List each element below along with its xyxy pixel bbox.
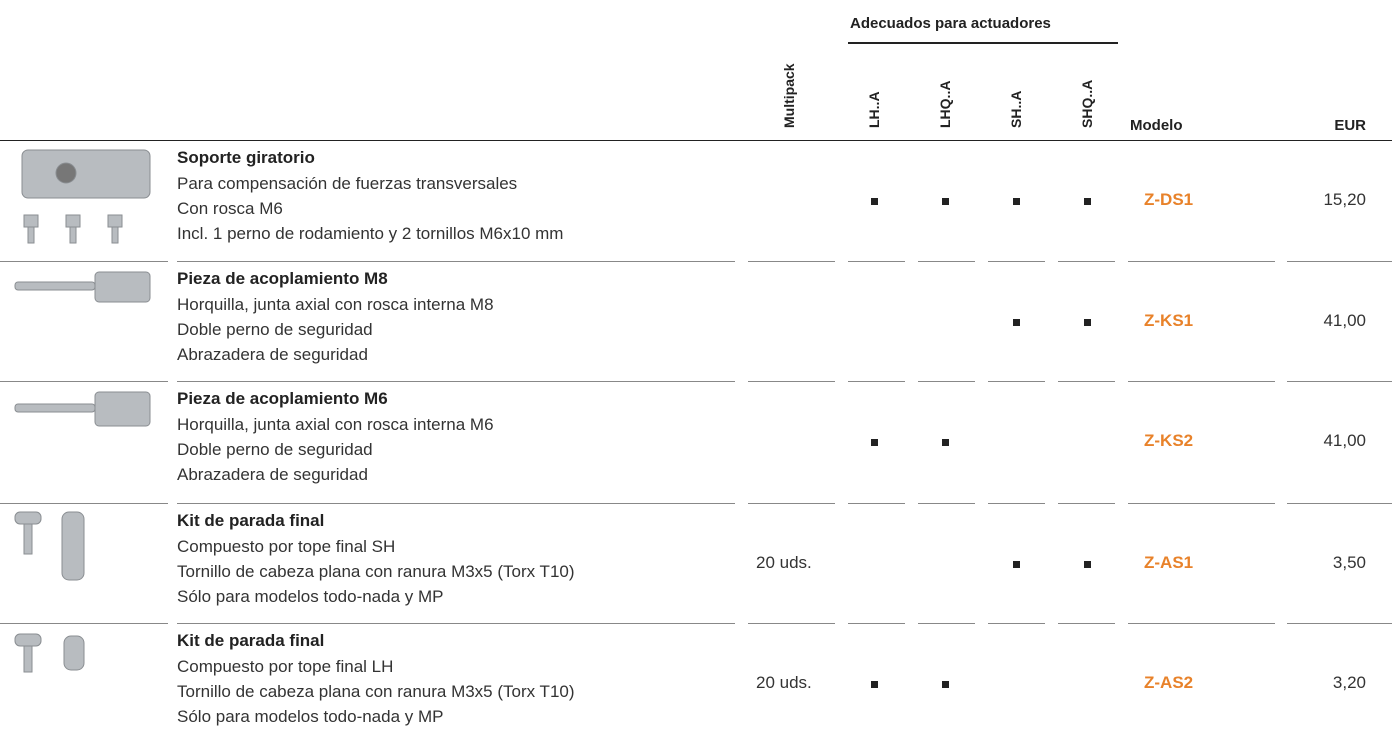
row-separator [1128, 623, 1275, 624]
row-separator [748, 503, 835, 504]
item-line: Tornillo de cabeza plana con ranura M3x5… [177, 562, 575, 581]
item-line: Horquilla, junta axial con rosca interna… [177, 295, 494, 314]
model: Z-KS1 [1144, 311, 1194, 330]
model: Z-AS1 [1144, 553, 1194, 572]
item-line: Compuesto por tope final LH [177, 657, 394, 676]
item-title: Kit de parada final [177, 631, 325, 650]
model: Z-DS1 [1144, 190, 1194, 209]
item-line: Sólo para modelos todo-nada y MP [177, 587, 444, 606]
model: Z-KS2 [1144, 431, 1194, 450]
row-separator [1128, 381, 1275, 382]
row-separator [177, 623, 735, 624]
row-separator [1058, 381, 1115, 382]
row-separator [177, 261, 735, 262]
multipack: 20 uds. [756, 553, 812, 572]
row-separator [0, 623, 168, 624]
header-rule [0, 140, 1392, 141]
column-header: Multipack [781, 63, 797, 128]
row-separator [0, 503, 168, 504]
column-header: Modelo [1130, 117, 1183, 134]
item-line: Incl. 1 perno de rodamiento y 2 tornillo… [177, 224, 564, 243]
multipack: 20 uds. [756, 673, 812, 692]
item-line: Compuesto por tope final SH [177, 537, 396, 556]
fit-mark [871, 439, 878, 446]
fit-mark [871, 681, 878, 688]
price: 41,00 [1323, 311, 1366, 330]
item-line: Horquilla, junta axial con rosca interna… [177, 415, 494, 434]
row-separator [848, 503, 905, 504]
row-separator [918, 381, 975, 382]
item-line: Sólo para modelos todo-nada y MP [177, 707, 444, 726]
row-separator [1058, 503, 1115, 504]
item-title: Kit de parada final [177, 511, 325, 530]
column-header: LH..A [866, 91, 882, 128]
row-separator [0, 261, 168, 262]
row-separator [918, 623, 975, 624]
row-separator [918, 261, 975, 262]
row-separator [1287, 261, 1392, 262]
model: Z-AS2 [1144, 673, 1194, 692]
group-header: Adecuados para actuadores [850, 15, 1051, 32]
column-header: LHQ..A [937, 80, 953, 128]
row-separator [1058, 623, 1115, 624]
group-underline [848, 42, 1118, 44]
item-line: Doble perno de seguridad [177, 320, 373, 339]
row-separator [848, 623, 905, 624]
row-separator [988, 503, 1045, 504]
fit-mark [1013, 561, 1020, 568]
fit-mark [1013, 198, 1020, 205]
row-separator [1128, 261, 1275, 262]
price: 41,00 [1323, 431, 1366, 450]
price: 3,20 [1332, 673, 1366, 692]
item-title: Pieza de acoplamiento M6 [177, 389, 388, 408]
row-separator [0, 381, 168, 382]
row-separator [1287, 503, 1392, 504]
row-separator [848, 381, 905, 382]
item-line: Para compensación de fuerzas transversal… [177, 174, 518, 193]
row-separator [177, 503, 735, 504]
fit-mark [871, 198, 878, 205]
item-line: Abrazadera de seguridad [177, 465, 368, 484]
product-images [14, 149, 151, 673]
row-separator [1058, 261, 1115, 262]
price: 15,20 [1323, 190, 1366, 209]
row-separator [1287, 381, 1392, 382]
item-title: Pieza de acoplamiento M8 [177, 269, 388, 288]
row-separator [918, 503, 975, 504]
row-separator [988, 623, 1045, 624]
fit-mark [1084, 319, 1091, 326]
item-line: Doble perno de seguridad [177, 440, 373, 459]
row-separator [748, 261, 835, 262]
row-separator [1287, 623, 1392, 624]
column-header: EUR [1334, 117, 1366, 134]
row-separator [748, 381, 835, 382]
fit-mark [942, 439, 949, 446]
row-separator [1128, 503, 1275, 504]
item-line: Abrazadera de seguridad [177, 345, 368, 364]
fit-mark [942, 198, 949, 205]
fit-mark [942, 681, 949, 688]
item-line: Con rosca M6 [177, 199, 283, 218]
item-line: Tornillo de cabeza plana con ranura M3x5… [177, 682, 575, 701]
row-separator [848, 261, 905, 262]
fit-mark [1013, 319, 1020, 326]
row-separator [748, 623, 835, 624]
fit-mark [1084, 198, 1091, 205]
item-title: Soporte giratorio [177, 148, 315, 167]
fit-mark [1084, 561, 1091, 568]
price: 3,50 [1332, 553, 1366, 572]
column-header: SHQ..A [1079, 79, 1095, 128]
row-separator [177, 381, 735, 382]
column-header: SH..A [1008, 90, 1024, 128]
row-separator [988, 381, 1045, 382]
row-separator [988, 261, 1045, 262]
